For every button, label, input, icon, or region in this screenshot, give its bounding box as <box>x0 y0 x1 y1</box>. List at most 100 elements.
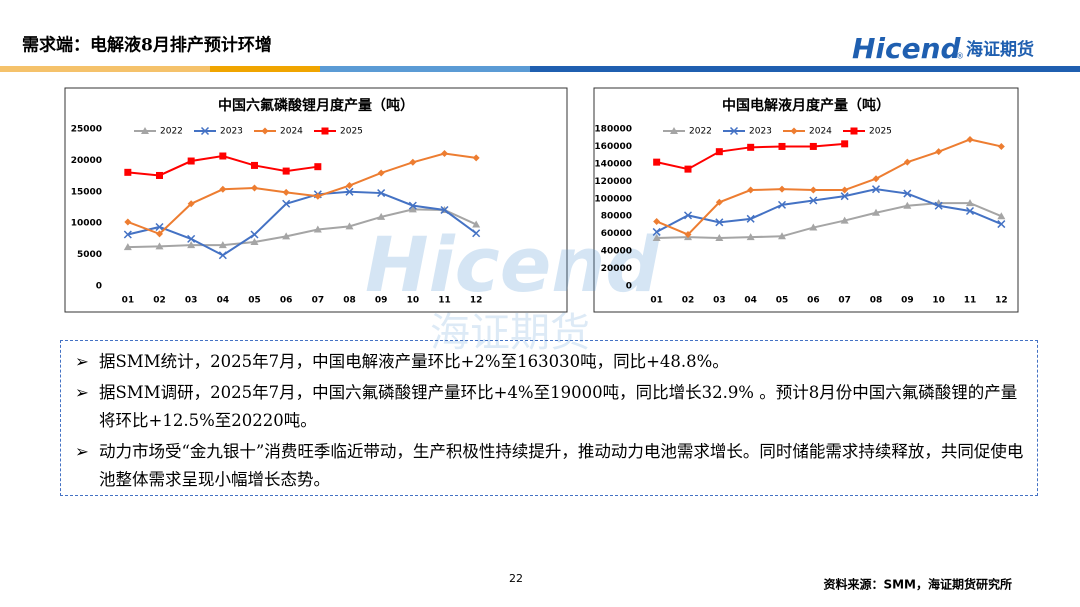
point <box>840 216 849 224</box>
point <box>377 212 386 220</box>
point <box>472 220 481 228</box>
point <box>715 234 724 242</box>
x-tick-label: 02 <box>153 296 166 306</box>
point <box>155 242 164 250</box>
point <box>966 199 974 207</box>
legend-marker <box>261 127 269 135</box>
chart-title: 中国六氟磷酸锂月度产量（吨） <box>218 97 414 114</box>
point <box>345 222 354 230</box>
point <box>155 222 164 231</box>
point <box>250 230 259 239</box>
point <box>746 214 755 223</box>
point <box>250 238 259 246</box>
x-tick-label: 07 <box>312 296 325 306</box>
point <box>408 205 417 213</box>
x-tick-label: 05 <box>248 296 261 306</box>
point <box>935 148 943 156</box>
point <box>219 185 227 193</box>
point <box>872 175 880 183</box>
point <box>809 196 818 205</box>
point <box>809 223 818 231</box>
point <box>408 201 417 210</box>
y-tick-label: 10000 <box>71 219 102 229</box>
y-tick-label: 160000 <box>594 142 632 152</box>
point <box>156 230 163 238</box>
x-tick-label: 04 <box>217 296 230 306</box>
point <box>997 220 1006 229</box>
x-tick-label: 11 <box>438 296 451 306</box>
point <box>997 142 1005 150</box>
y-tick-label: 40000 <box>601 247 632 257</box>
series-line <box>656 138 1002 236</box>
bullet: 动力市场受“金九银十”消费旺季临近带动，生产积极性持续提升，推动动力电池需求增长… <box>69 438 1029 494</box>
point <box>778 232 786 240</box>
point <box>903 201 912 209</box>
point <box>251 161 258 169</box>
series-line <box>127 152 477 236</box>
point <box>124 168 132 176</box>
point <box>715 148 723 156</box>
point <box>187 157 195 165</box>
y-tick-label: 140000 <box>594 159 632 169</box>
logo-mark: ® <box>956 52 964 61</box>
point <box>282 199 291 208</box>
point <box>313 225 322 233</box>
legend-label: 2024 <box>809 127 832 137</box>
y-tick-label: 80000 <box>601 212 632 222</box>
point <box>123 230 132 239</box>
y-tick-label: 20000 <box>601 264 632 274</box>
source: 资料来源：SMM，海证期货研究所 <box>823 577 1012 592</box>
x-tick-label: 01 <box>122 296 135 306</box>
point <box>409 158 417 166</box>
y-tick-label: 25000 <box>71 125 102 135</box>
point <box>314 163 322 171</box>
header-bar <box>530 66 1080 72</box>
point <box>997 212 1006 220</box>
point <box>346 182 353 190</box>
legend-label: 2023 <box>749 127 772 137</box>
point <box>747 143 755 151</box>
legend-label: 2025 <box>869 127 892 137</box>
point <box>903 158 911 166</box>
header-bar <box>0 66 210 72</box>
y-tick-label: 20000 <box>71 156 102 166</box>
point <box>472 154 480 162</box>
x-tick-label: 06 <box>280 296 293 306</box>
legend-marker <box>790 127 798 135</box>
legend-label: 2024 <box>280 127 303 137</box>
legend-marker <box>200 126 210 136</box>
point <box>314 192 322 200</box>
point <box>218 241 227 249</box>
bullet: 据SMM统计，2025年7月，中国电解液产量环比+2%至163030吨，同比+4… <box>69 348 1029 376</box>
point <box>282 188 290 196</box>
point <box>715 198 723 206</box>
legend-label: 2025 <box>340 127 363 137</box>
point <box>872 208 880 216</box>
watermark: Hicend <box>365 220 661 309</box>
x-tick-label: 10 <box>407 296 420 306</box>
x-tick-label: 12 <box>470 296 483 306</box>
y-tick-label: 0 <box>626 282 632 292</box>
point <box>653 158 661 166</box>
point <box>809 186 817 194</box>
x-tick-label: 09 <box>375 296 388 306</box>
point <box>652 227 661 236</box>
y-tick-label: 120000 <box>594 177 632 187</box>
logo: Hicend <box>852 32 962 65</box>
series-line <box>656 188 1002 233</box>
legend-label: 2023 <box>220 127 243 137</box>
x-tick-label: 08 <box>343 296 356 306</box>
point <box>965 206 975 216</box>
point <box>809 142 817 150</box>
point <box>472 229 481 238</box>
point <box>187 234 196 243</box>
point <box>683 211 693 220</box>
x-tick-label: 01 <box>650 296 663 306</box>
point <box>653 217 661 225</box>
y-tick-label: 15000 <box>71 187 102 197</box>
point <box>778 142 786 150</box>
page-number: 22 <box>509 572 523 585</box>
point <box>841 140 849 148</box>
